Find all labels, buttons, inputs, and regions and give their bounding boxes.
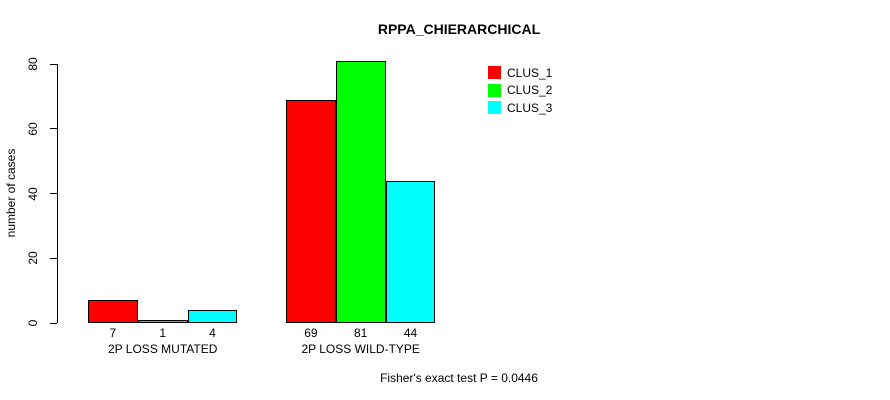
y-tick-label-60: 60 [26, 122, 40, 136]
legend-row-clus-2: CLUS_2 [488, 82, 552, 100]
y-tick-label-0: 0 [26, 319, 40, 327]
y-axis-line [57, 64, 58, 323]
bar-value-label-clus-1-2p-loss-wild-type: 69 [304, 326, 318, 340]
bar-clus-1-2p-loss-mutated [88, 300, 138, 323]
y-tick-label-80: 80 [26, 57, 40, 71]
legend-label-clus-1: CLUS_1 [507, 65, 553, 80]
bar-clus-2-2p-loss-mutated [137, 319, 188, 323]
bar-value-label-clus-3-2p-loss-mutated: 4 [209, 326, 216, 340]
legend-label-clus-2: CLUS_2 [507, 83, 553, 98]
bar-value-label-clus-3-2p-loss-wild-type: 44 [403, 326, 418, 340]
legend-swatch-clus-2 [488, 83, 501, 97]
legend-swatch-clus-3 [488, 101, 501, 115]
plot-region: RPPA_CHIERARCHICAL Fisher's exact test P… [58, 0, 860, 400]
bar-clus-2-2p-loss-wild-type [335, 60, 386, 323]
bar-clus-3-2p-loss-mutated [187, 310, 238, 323]
y-tick-label-40: 40 [26, 186, 40, 201]
category-label-2p-loss-wild-type: 2P LOSS WILD-TYPE [301, 342, 420, 356]
legend: CLUS_1 CLUS_2 CLUS_3 [488, 64, 552, 117]
bar-value-label-clus-1-2p-loss-mutated: 7 [109, 326, 117, 340]
chart-title: RPPA_CHIERARCHICAL [377, 21, 541, 37]
bar-clus-1-2p-loss-wild-type [286, 99, 336, 323]
legend-swatch-clus-1 [488, 66, 501, 80]
y-tick-label-20: 20 [26, 251, 40, 265]
legend-label-clus-3: CLUS_3 [507, 100, 553, 115]
y-tick-80 [50, 63, 57, 65]
bar-clus-3-2p-loss-wild-type [385, 180, 436, 323]
y-axis-title: number of cases [4, 148, 18, 238]
bar-value-label-clus-2-2p-loss-mutated: 1 [159, 326, 167, 340]
legend-row-clus-3: CLUS_3 [488, 99, 552, 117]
y-tick-20 [50, 257, 57, 259]
y-tick-60 [50, 128, 57, 130]
fisher-test-annotation: Fisher's exact test P = 0.0446 [380, 371, 538, 385]
bar-value-label-clus-2-2p-loss-wild-type: 81 [354, 326, 368, 340]
legend-row-clus-1: CLUS_1 [488, 64, 552, 82]
category-label-2p-loss-mutated: 2P LOSS MUTATED [108, 342, 218, 356]
y-tick-40 [50, 193, 57, 194]
y-tick-0 [50, 322, 57, 324]
